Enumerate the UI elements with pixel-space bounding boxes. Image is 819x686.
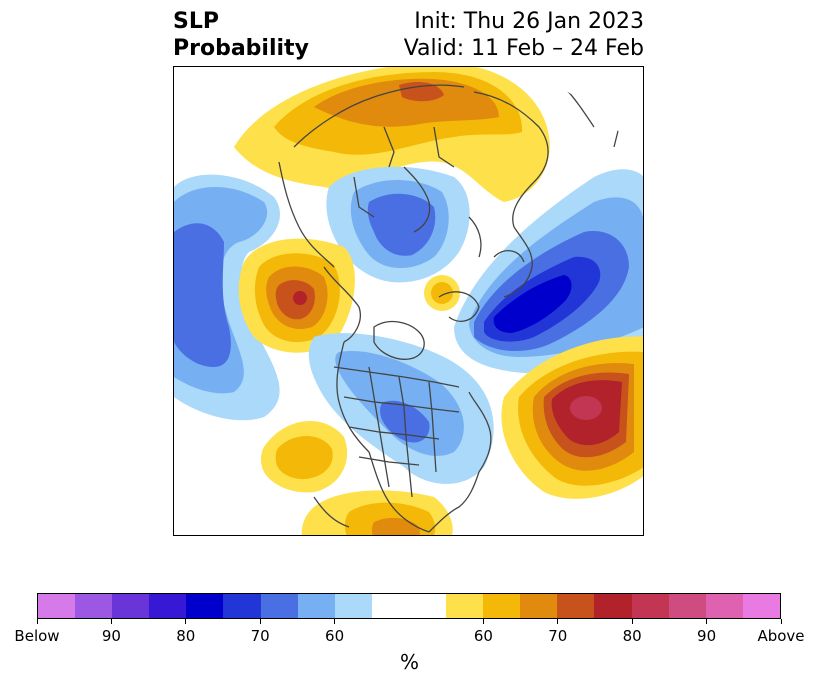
- valid-range: Valid: 11 Feb – 24 Feb: [403, 36, 644, 61]
- colorbar-tick-label: 80: [176, 627, 196, 645]
- eastern-pacific-high-anomaly: [260, 420, 348, 493]
- colorbar-cell: [483, 594, 521, 618]
- colorbar-tick-mark: [631, 619, 633, 624]
- colorbar-cell: [594, 594, 632, 618]
- colorbar-cell: [371, 594, 447, 618]
- colorbar-tick-label: 60: [473, 627, 493, 645]
- colorbar-cell: [557, 594, 595, 618]
- north-pacific-high-anomaly: [238, 238, 355, 353]
- colorbar: [37, 593, 781, 619]
- colorbar-cell: [705, 594, 743, 618]
- colorbar-cell: [742, 594, 780, 618]
- eurasia-high-anomaly: [234, 67, 550, 202]
- title-right: Init: Thu 26 Jan 2023 Valid: 11 Feb – 24…: [404, 8, 644, 62]
- colorbar-tick-label: Below: [14, 627, 60, 645]
- colorbar-tick-mark: [185, 619, 187, 624]
- colorbar-cell: [223, 594, 261, 618]
- colorbar-tick-mark: [482, 619, 484, 624]
- colorbar-tick-label: 90: [697, 627, 717, 645]
- probability-map: [174, 67, 643, 535]
- colorbar-tick-label: Above: [757, 627, 805, 645]
- colorbar-cell: [520, 594, 558, 618]
- colorbar-cell: [75, 594, 113, 618]
- title-left: SLP Probability: [173, 8, 309, 62]
- colorbar-cell: [149, 594, 187, 618]
- colorbar-tick-label: 60: [325, 627, 345, 645]
- colorbar-tick-mark: [259, 619, 261, 624]
- map-panel: [173, 66, 644, 536]
- colorbar-tick-mark: [36, 619, 38, 624]
- colorbar-cell: [38, 594, 76, 618]
- colorbar-tick-mark: [557, 619, 559, 624]
- colorbar-tick-label: 90: [101, 627, 121, 645]
- colorbar-cell: [260, 594, 298, 618]
- colorbar-unit-label: %: [399, 650, 419, 674]
- colorbar-tick-mark: [334, 619, 336, 624]
- greenland-low-anomaly: [454, 169, 643, 374]
- colorbar-tick-label: 70: [250, 627, 270, 645]
- colorbar-cell: [446, 594, 484, 618]
- colorbar-tick-label: 70: [548, 627, 568, 645]
- colorbar-tick-mark: [780, 619, 782, 624]
- colorbar-cell: [297, 594, 335, 618]
- pacific-low-anomaly: [174, 174, 280, 421]
- eastern-us-low-anomaly: [308, 333, 494, 484]
- colorbar-tick-mark: [110, 619, 112, 624]
- variable-title: SLP: [173, 9, 219, 34]
- colorbar-tick-mark: [706, 619, 708, 624]
- colorbar-cell: [112, 594, 150, 618]
- colorbar-cell: [631, 594, 669, 618]
- gulf-high-anomaly: [301, 490, 453, 535]
- colorbar-cell: [668, 594, 706, 618]
- colorbar-cell: [334, 594, 372, 618]
- arctic-high-spot: [424, 275, 460, 311]
- atlantic-high-anomaly: [501, 336, 643, 499]
- variable-subtitle: Probability: [173, 36, 309, 61]
- colorbar-cell: [186, 594, 224, 618]
- init-date: Init: Thu 26 Jan 2023: [414, 9, 644, 34]
- colorbar-tick-label: 80: [622, 627, 642, 645]
- arctic-low-anomaly: [326, 166, 470, 283]
